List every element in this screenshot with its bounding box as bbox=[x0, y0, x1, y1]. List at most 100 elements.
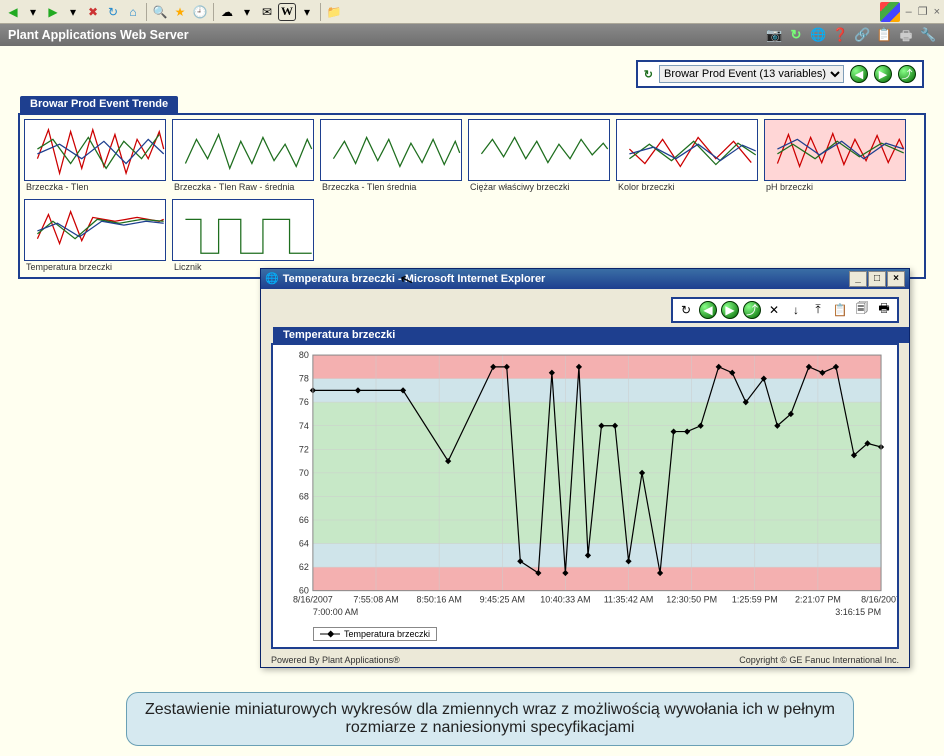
back-dropdown[interactable]: ▾ bbox=[24, 3, 42, 21]
mail-button[interactable]: ☁ bbox=[218, 3, 236, 21]
favorites-button[interactable]: ★ bbox=[171, 3, 189, 21]
thumbnail-chart[interactable] bbox=[172, 119, 314, 181]
thumbnail[interactable]: Brzeczka - Tlen średnia bbox=[320, 119, 462, 193]
popup-tool-9[interactable]: 🖶 bbox=[875, 301, 893, 319]
mail-dropdown[interactable]: ▾ bbox=[238, 3, 256, 21]
dropdown-bar: ↻ Browar Prod Event (13 variables) ◀ ▶ ⤴ bbox=[0, 46, 944, 96]
thumbnail-label: Brzeczka - Tlen Raw - średnia bbox=[172, 181, 314, 193]
nav-next-button[interactable]: ▶ bbox=[874, 65, 892, 83]
popup-minimize-button[interactable]: _ bbox=[849, 271, 867, 287]
thumbnail-label: pH brzeczki bbox=[764, 181, 906, 193]
popup-toolbar: ↻◀▶⤴✕↓⤒📋🗐🖶 bbox=[671, 297, 899, 323]
popup-tool-5[interactable]: ↓ bbox=[787, 301, 805, 319]
camera-icon[interactable]: 📷 bbox=[766, 27, 782, 43]
popup-tool-4[interactable]: ✕ bbox=[765, 301, 783, 319]
home-button[interactable]: ⌂ bbox=[124, 3, 142, 21]
network-icon[interactable]: 🔗 bbox=[854, 27, 870, 43]
svg-text:8:50:16 AM: 8:50:16 AM bbox=[416, 595, 461, 605]
windows-flag-icon bbox=[880, 2, 900, 22]
thumbnail[interactable]: Ciężar właściwy brzeczki bbox=[468, 119, 610, 193]
search-button[interactable]: 🔍 bbox=[151, 3, 169, 21]
footer-left: Powered By Plant Applications® bbox=[271, 655, 400, 665]
minimize-button[interactable]: – bbox=[906, 6, 912, 18]
thumbnail-chart[interactable] bbox=[320, 119, 462, 181]
svg-text:72: 72 bbox=[299, 444, 309, 454]
popup-close-button[interactable]: × bbox=[887, 271, 905, 287]
thumbnail[interactable]: Brzeczka - Tlen bbox=[24, 119, 166, 193]
thumbnail-chart[interactable] bbox=[616, 119, 758, 181]
svg-text:10:40:33 AM: 10:40:33 AM bbox=[540, 595, 590, 605]
svg-text:74: 74 bbox=[299, 421, 309, 431]
svg-text:3:16:15 PM: 3:16:15 PM bbox=[835, 607, 881, 617]
folder-button[interactable]: 📁 bbox=[325, 3, 343, 21]
svg-text:1:25:59 PM: 1:25:59 PM bbox=[732, 595, 778, 605]
restore-button[interactable]: ❐ bbox=[918, 5, 928, 18]
thumbnail[interactable]: Licznik bbox=[172, 199, 314, 273]
popup-tool-7[interactable]: 📋 bbox=[831, 301, 849, 319]
word-button[interactable]: W bbox=[278, 3, 296, 21]
thumbnail-label: Brzeczka - Tlen bbox=[24, 181, 166, 193]
svg-text:9:45:25 AM: 9:45:25 AM bbox=[480, 595, 525, 605]
thumbnail-chart[interactable] bbox=[764, 119, 906, 181]
browser-toolbar: ◀ ▾ ▶ ▾ ✖ ↻ ⌂ 🔍 ★ 🕘 ☁ ▾ ✉ W ▾ 📁 – ❐ × bbox=[0, 0, 944, 24]
print-button[interactable]: ✉ bbox=[258, 3, 276, 21]
popup-tool-0[interactable]: ↻ bbox=[677, 301, 695, 319]
svg-text:8/16/2007: 8/16/2007 bbox=[293, 595, 333, 605]
chart-footer: Powered By Plant Applications® Copyright… bbox=[261, 653, 909, 667]
popup-tool-6[interactable]: ⤒ bbox=[809, 301, 827, 319]
popup-tool-8[interactable]: 🗐 bbox=[853, 301, 871, 319]
svg-text:64: 64 bbox=[299, 538, 309, 548]
thumbnail-label: Kolor brzeczki bbox=[616, 181, 758, 193]
back-button[interactable]: ◀ bbox=[4, 3, 22, 21]
thumbnail[interactable]: Brzeczka - Tlen Raw - średnia bbox=[172, 119, 314, 193]
nav-up-button[interactable]: ⤴ bbox=[898, 65, 916, 83]
svg-text:78: 78 bbox=[299, 374, 309, 384]
thumbnail-chart[interactable] bbox=[172, 199, 314, 261]
main-chart[interactable]: 60626466687072747678808/16/20077:55:08 A… bbox=[271, 343, 899, 649]
thumbnail-chart[interactable] bbox=[468, 119, 610, 181]
svg-text:11:35:42 AM: 11:35:42 AM bbox=[604, 595, 654, 605]
globe-icon[interactable]: 🌐 bbox=[810, 27, 826, 43]
refresh-icon[interactable]: ↻ bbox=[644, 68, 653, 81]
header-icons: 📷 ↻ 🌐 ❓ 🔗 📋 🖶 🔧 bbox=[766, 27, 936, 43]
help-icon[interactable]: ❓ bbox=[832, 27, 848, 43]
separator bbox=[320, 3, 321, 21]
dropdown-box: ↻ Browar Prod Event (13 variables) ◀ ▶ ⤴ bbox=[636, 60, 924, 88]
thumbnails-container: Brzeczka - Tlen Brzeczka - Tlen Raw - śre… bbox=[18, 113, 926, 279]
copy-icon[interactable]: 📋 bbox=[876, 27, 892, 43]
section-title: Browar Prod Event Trende bbox=[20, 96, 178, 113]
thumbnail-chart[interactable] bbox=[24, 199, 166, 261]
svg-text:66: 66 bbox=[299, 515, 309, 525]
svg-text:7:00:00 AM: 7:00:00 AM bbox=[313, 607, 358, 617]
refresh-button[interactable]: ↻ bbox=[104, 3, 122, 21]
legend-label: Temperatura brzeczki bbox=[344, 629, 430, 639]
stop-button[interactable]: ✖ bbox=[84, 3, 102, 21]
refresh-icon[interactable]: ↻ bbox=[788, 27, 804, 43]
event-select[interactable]: Browar Prod Event (13 variables) bbox=[659, 65, 844, 83]
popup-tool-3[interactable]: ⤴ bbox=[743, 301, 761, 319]
thumbnail-label: Temperatura brzeczki bbox=[24, 261, 166, 273]
popup-tool-2[interactable]: ▶ bbox=[721, 301, 739, 319]
word-dropdown[interactable]: ▾ bbox=[298, 3, 316, 21]
tools-icon[interactable]: 🔧 bbox=[920, 27, 936, 43]
app-title: Plant Applications Web Server bbox=[8, 28, 189, 42]
chart-title-tab: Temperatura brzeczki bbox=[273, 327, 909, 343]
history-button[interactable]: 🕘 bbox=[191, 3, 209, 21]
nav-prev-button[interactable]: ◀ bbox=[850, 65, 868, 83]
thumbnail[interactable]: Temperatura brzeczki bbox=[24, 199, 166, 273]
thumbnail-chart[interactable] bbox=[24, 119, 166, 181]
close-button[interactable]: × bbox=[934, 6, 940, 18]
thumbnail[interactable]: Kolor brzeczki bbox=[616, 119, 758, 193]
svg-text:80: 80 bbox=[299, 350, 309, 360]
forward-dropdown[interactable]: ▾ bbox=[64, 3, 82, 21]
forward-button[interactable]: ▶ bbox=[44, 3, 62, 21]
popup-tool-1[interactable]: ◀ bbox=[699, 301, 717, 319]
print-icon[interactable]: 🖶 bbox=[898, 27, 914, 43]
chart-popup-window: 🌐 Temperatura brzeczki - Microsoft Inter… bbox=[260, 268, 910, 668]
app-header: Plant Applications Web Server 📷 ↻ 🌐 ❓ 🔗 … bbox=[0, 24, 944, 46]
thumbnail-grid: Brzeczka - Tlen Brzeczka - Tlen Raw - śre… bbox=[24, 119, 920, 273]
thumbnail[interactable]: pH brzeczki bbox=[764, 119, 906, 193]
popup-maximize-button[interactable]: □ bbox=[868, 271, 886, 287]
chart-legend: Temperatura brzeczki bbox=[313, 627, 437, 641]
popup-titlebar[interactable]: 🌐 Temperatura brzeczki - Microsoft Inter… bbox=[261, 269, 909, 289]
